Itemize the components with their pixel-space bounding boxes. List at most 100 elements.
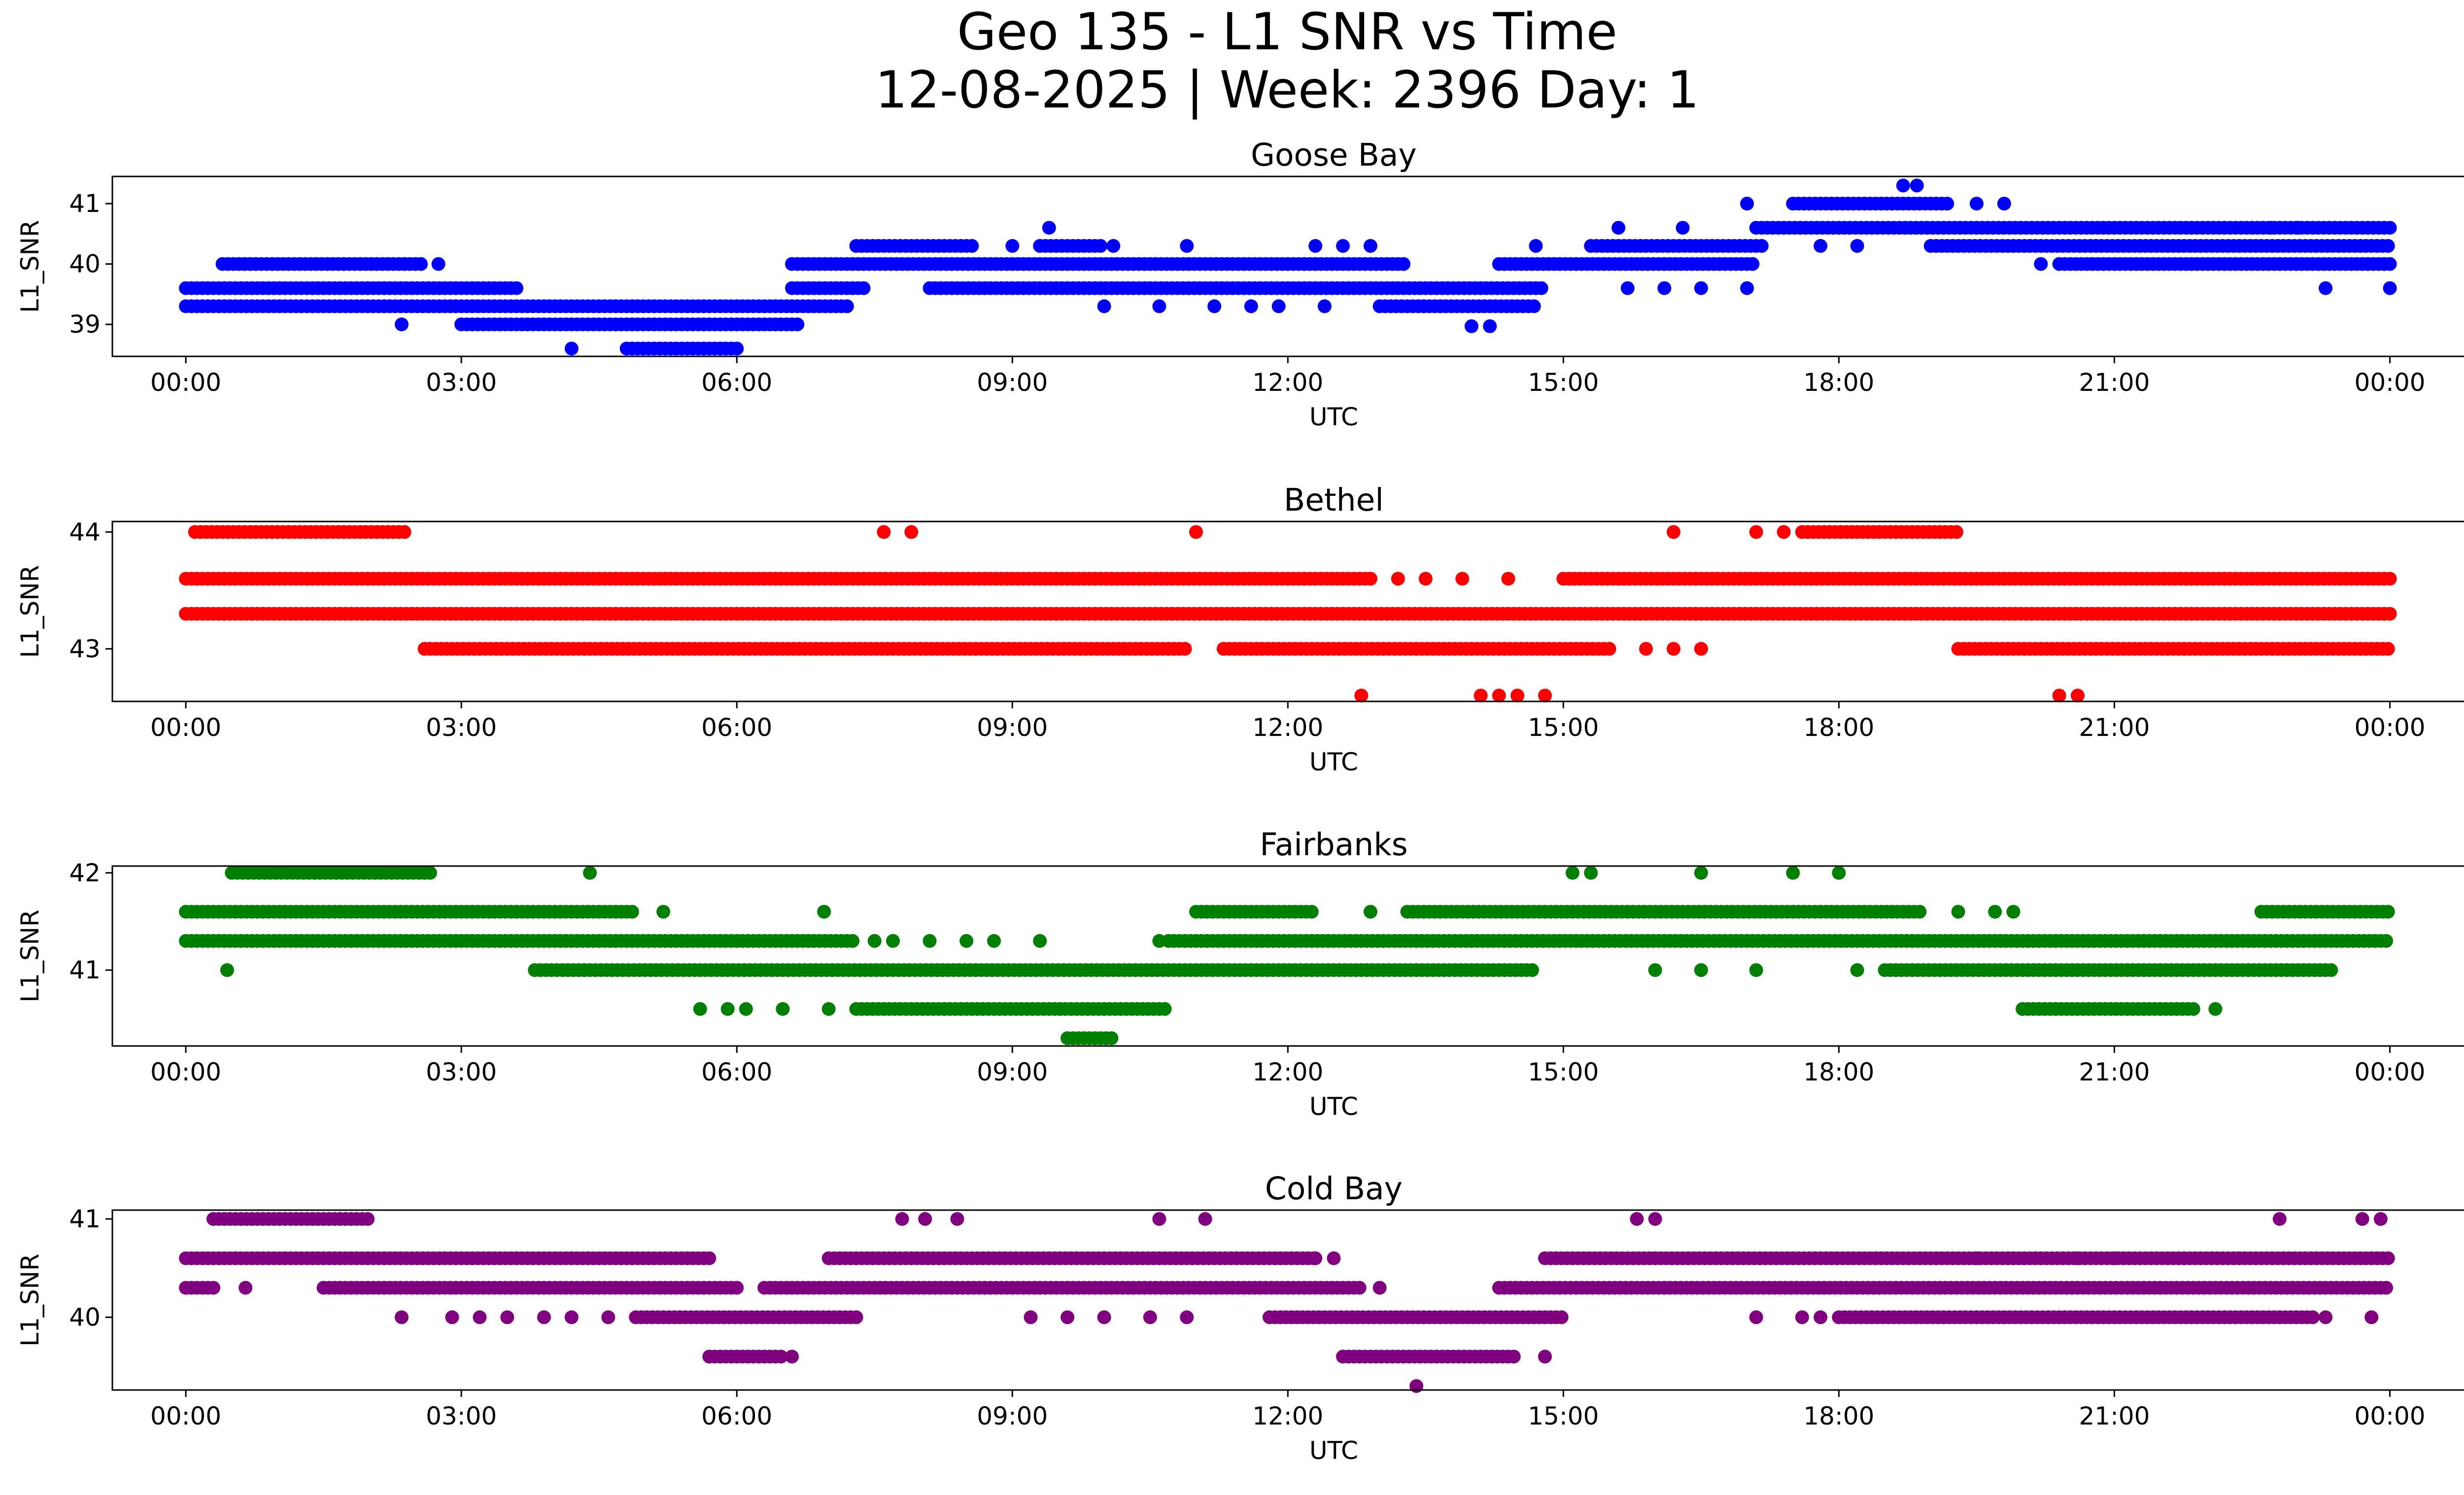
data-point bbox=[1005, 239, 1020, 253]
data-point bbox=[2379, 1281, 2394, 1295]
data-point bbox=[473, 1310, 487, 1324]
data-point bbox=[1694, 866, 1708, 880]
y-axis-label: L1_SNR bbox=[16, 220, 44, 313]
data-point bbox=[785, 1350, 799, 1364]
data-point bbox=[1180, 239, 1194, 253]
data-point bbox=[1970, 197, 1984, 211]
data-point bbox=[1630, 1212, 1644, 1226]
data-point bbox=[2263, 221, 2278, 235]
data-point bbox=[2186, 1002, 2200, 1016]
data-point bbox=[423, 866, 437, 880]
data-point bbox=[1506, 1350, 1521, 1364]
y-axis-label: L1_SNR bbox=[16, 909, 44, 1003]
data-point bbox=[1094, 239, 1108, 253]
data-point bbox=[965, 239, 979, 253]
data-point bbox=[1602, 642, 1616, 656]
data-point bbox=[2324, 963, 2338, 977]
data-point bbox=[821, 1002, 836, 1016]
x-tick-label: 15:00 bbox=[1528, 713, 1599, 742]
data-point bbox=[1940, 197, 1954, 211]
data-point bbox=[2364, 1310, 2379, 1324]
data-point bbox=[1473, 689, 1488, 703]
data-point bbox=[2381, 1251, 2395, 1265]
data-point bbox=[1525, 963, 1539, 977]
data-point bbox=[1740, 197, 1754, 211]
data-series bbox=[179, 866, 2395, 1045]
x-tick-label: 09:00 bbox=[977, 713, 1048, 742]
data-point bbox=[395, 1310, 409, 1324]
data-point bbox=[1970, 1251, 1984, 1265]
data-point bbox=[1354, 689, 1369, 703]
data-point bbox=[918, 1212, 932, 1226]
data-point bbox=[601, 1310, 616, 1324]
y-tick-label: 41 bbox=[69, 1205, 101, 1233]
x-tick-label: 09:00 bbox=[977, 1402, 1048, 1430]
data-point bbox=[1372, 1281, 1387, 1295]
data-point bbox=[2381, 239, 2395, 253]
data-point bbox=[1997, 197, 2011, 211]
data-point bbox=[361, 1212, 375, 1226]
data-point bbox=[583, 866, 597, 880]
data-point bbox=[2006, 1251, 2020, 1265]
data-point bbox=[1611, 221, 1626, 235]
data-point bbox=[702, 1251, 717, 1265]
figure-title-line2: 12-08-2025 | Week: 2396 Day: 1 bbox=[875, 61, 1699, 120]
data-point bbox=[510, 281, 523, 295]
x-tick-label: 15:00 bbox=[1528, 1058, 1599, 1086]
panel-2: Fairbanks L1_SNR UTC 00:00 03:00 06:00 09:00 12… bbox=[16, 827, 2464, 1121]
data-point bbox=[720, 1002, 735, 1016]
data-point bbox=[1554, 1310, 1569, 1324]
data-point bbox=[1795, 1310, 1809, 1324]
y-tick-label: 43 bbox=[69, 634, 101, 663]
x-tick-label: 21:00 bbox=[2079, 1402, 2150, 1430]
data-point bbox=[1950, 525, 1963, 539]
data-point bbox=[564, 342, 579, 356]
data-point bbox=[867, 934, 882, 948]
data-point bbox=[2355, 1212, 2369, 1226]
x-tick-label: 18:00 bbox=[1803, 368, 1874, 397]
data-point bbox=[950, 1212, 964, 1226]
data-point bbox=[431, 257, 445, 271]
data-point bbox=[1538, 1350, 1552, 1364]
x-tick-label: 00:00 bbox=[150, 713, 221, 742]
panel-3: Cold Bay L1_SNR UTC 00:00 03:00 06:00 09:00 12:… bbox=[16, 1171, 2464, 1465]
data-point bbox=[1694, 963, 1708, 977]
data-point bbox=[790, 317, 805, 332]
y-tick-label: 41 bbox=[69, 189, 101, 218]
data-point bbox=[1832, 866, 1846, 880]
data-point bbox=[1483, 319, 1497, 333]
data-point bbox=[2383, 257, 2397, 271]
data-point bbox=[1749, 1310, 1763, 1324]
data-point bbox=[1336, 239, 1350, 253]
data-point bbox=[1584, 866, 1598, 880]
data-point bbox=[1308, 1251, 1323, 1265]
panel-title: Cold Bay bbox=[1265, 1171, 1403, 1207]
x-tick-label: 00:00 bbox=[150, 1402, 221, 1430]
data-point bbox=[1143, 1310, 1157, 1324]
panel-title: Bethel bbox=[1284, 482, 1384, 518]
data-point bbox=[239, 1281, 253, 1295]
data-point bbox=[1397, 257, 1411, 271]
y-tick-label: 40 bbox=[69, 250, 101, 278]
data-point bbox=[846, 934, 859, 948]
data-point bbox=[856, 281, 871, 295]
data-point bbox=[1648, 1212, 1662, 1226]
data-point bbox=[987, 934, 1001, 948]
x-tick-label: 03:00 bbox=[426, 368, 497, 397]
y-axis-label: L1_SNR bbox=[16, 1253, 44, 1347]
x-tick-label: 09:00 bbox=[977, 1058, 1048, 1086]
data-point bbox=[2381, 642, 2395, 656]
axes-frame bbox=[111, 1209, 2464, 1391]
data-point bbox=[1850, 239, 1864, 253]
data-point bbox=[1740, 281, 1754, 295]
data-point bbox=[1910, 178, 1924, 193]
x-tick-label: 03:00 bbox=[426, 713, 497, 742]
x-tick-label: 18:00 bbox=[1803, 713, 1874, 742]
data-point bbox=[2383, 221, 2397, 235]
data-point bbox=[774, 1350, 788, 1364]
data-point bbox=[656, 904, 671, 919]
x-tick-label: 12:00 bbox=[1252, 368, 1323, 397]
data-point bbox=[1152, 1212, 1166, 1226]
data-point bbox=[2006, 904, 2020, 919]
